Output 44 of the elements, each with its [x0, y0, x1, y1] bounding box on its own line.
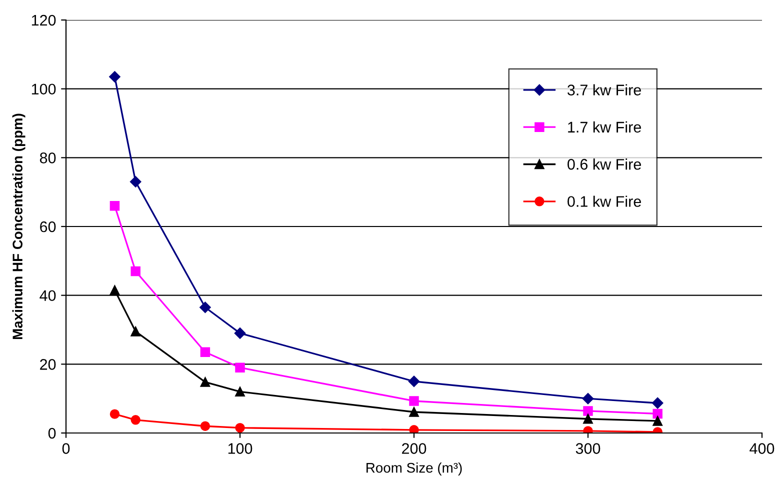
legend-label: 3.7 kw Fire [568, 84, 641, 96]
legend-label: 0.6 kw Fire [568, 158, 641, 170]
x-axis-title: Room Size (m³) [366, 462, 462, 476]
legend-label: 0.1 kw Fire [568, 196, 641, 207]
point [652, 397, 664, 409]
point [582, 392, 594, 404]
point [409, 407, 419, 417]
point [235, 362, 245, 372]
point [200, 377, 210, 387]
y-tick-label: 80 [40, 152, 56, 164]
point [109, 71, 120, 82]
y-tick-label: 40 [40, 290, 56, 302]
point [234, 328, 246, 339]
point [110, 200, 120, 211]
point [200, 347, 210, 357]
point [130, 176, 142, 188]
point [235, 422, 245, 433]
point [110, 409, 120, 419]
y-tick-label: 100 [32, 84, 56, 95]
point [409, 396, 419, 406]
y-tick-label: 60 [40, 221, 56, 232]
point [110, 285, 120, 296]
x-tick-label: 200 [402, 443, 426, 454]
point [200, 421, 210, 431]
x-tick-label: 0 [62, 443, 70, 454]
point [200, 302, 211, 313]
point [409, 425, 419, 433]
point [583, 414, 593, 424]
point [130, 326, 140, 336]
point [583, 406, 593, 416]
point [408, 376, 420, 387]
x-tick-label: 100 [228, 443, 252, 454]
point [235, 386, 245, 397]
point [652, 416, 662, 426]
point [130, 415, 140, 425]
x-tick-label: 300 [576, 443, 600, 454]
x-tick-label: 400 [750, 443, 774, 454]
legend-label: 1.7 kw Fire [568, 121, 641, 133]
y-axis-title: Maximum HF Concentration (ppm) [12, 114, 26, 339]
point [130, 266, 140, 276]
y-tick-label: 120 [32, 14, 56, 26]
point [652, 408, 662, 419]
y-tick-label: 0 [48, 428, 56, 439]
y-tick-label: 20 [40, 359, 56, 370]
